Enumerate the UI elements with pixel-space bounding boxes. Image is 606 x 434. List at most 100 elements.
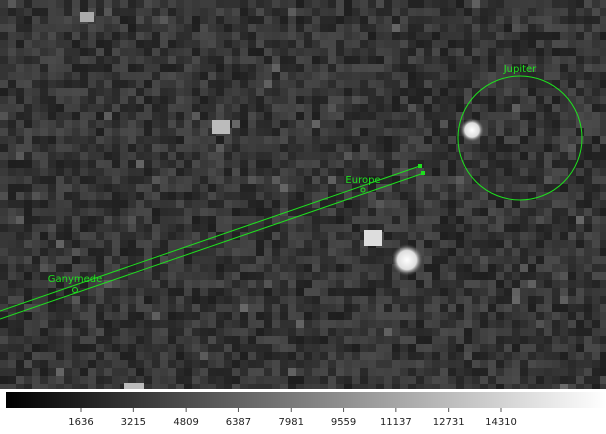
pixel <box>464 64 472 72</box>
pixel <box>512 184 520 192</box>
pixel <box>448 240 456 248</box>
pixel <box>560 256 568 264</box>
pixel <box>304 256 312 264</box>
pixel <box>128 0 136 8</box>
pixel <box>80 160 88 168</box>
pixel <box>416 88 424 96</box>
pixel <box>392 64 400 72</box>
pixel <box>40 240 48 248</box>
pixel <box>80 184 88 192</box>
pixel <box>280 88 288 96</box>
pixel <box>216 352 224 360</box>
pixel <box>472 8 480 16</box>
pixel <box>240 320 248 328</box>
pixel <box>504 328 512 336</box>
pixel <box>344 232 352 240</box>
pixel <box>288 88 296 96</box>
pixel <box>128 72 136 80</box>
pixel <box>8 8 16 16</box>
pixel <box>496 96 504 104</box>
pixel <box>288 160 296 168</box>
pixel <box>104 296 112 304</box>
pixel <box>520 264 528 272</box>
pixel <box>112 104 120 112</box>
pixel <box>528 88 536 96</box>
pixel <box>304 312 312 320</box>
pixel <box>560 368 568 376</box>
region-handle[interactable] <box>418 164 422 168</box>
pixel <box>496 24 504 32</box>
pixel <box>352 280 360 288</box>
pixel <box>40 104 48 112</box>
pixel <box>520 208 528 216</box>
pixel <box>144 336 152 344</box>
pixel <box>560 152 568 160</box>
pixel <box>256 256 264 264</box>
pixel <box>8 336 16 344</box>
pixel <box>312 256 320 264</box>
pixel <box>432 304 440 312</box>
pixel <box>360 120 368 128</box>
pixel <box>496 184 504 192</box>
pixel <box>128 216 136 224</box>
pixel <box>48 216 56 224</box>
pixel <box>288 8 296 16</box>
pixel <box>584 336 592 344</box>
pixel <box>536 352 544 360</box>
pixel <box>544 88 552 96</box>
pixel <box>240 8 248 16</box>
pixel <box>144 144 152 152</box>
pixel <box>64 136 72 144</box>
pixel <box>376 312 384 320</box>
pixel <box>272 368 280 376</box>
pixel <box>600 312 606 320</box>
pixel <box>408 120 416 128</box>
pixel <box>336 96 344 104</box>
pixel <box>568 328 576 336</box>
pixel <box>480 240 488 248</box>
pixel <box>96 152 104 160</box>
pixel <box>472 200 480 208</box>
pixel <box>560 72 568 80</box>
pixel <box>112 216 120 224</box>
pixel <box>160 368 168 376</box>
pixel <box>192 144 200 152</box>
pixel <box>272 248 280 256</box>
pixel <box>112 120 120 128</box>
pixel <box>576 8 584 16</box>
pixel <box>376 352 384 360</box>
pixel <box>528 0 536 8</box>
pixel <box>416 120 424 128</box>
pixel <box>200 88 208 96</box>
pixel <box>272 272 280 280</box>
pixel <box>416 208 424 216</box>
pixel <box>584 8 592 16</box>
pixel <box>440 112 448 120</box>
pixel <box>168 88 176 96</box>
pixel <box>464 352 472 360</box>
pixel <box>400 40 408 48</box>
pixel <box>360 64 368 72</box>
pixel <box>96 208 104 216</box>
pixel <box>24 152 32 160</box>
pixel <box>8 352 16 360</box>
pixel <box>432 288 440 296</box>
pixel <box>272 280 280 288</box>
pixel <box>512 264 520 272</box>
pixel <box>296 56 304 64</box>
pixel <box>8 136 16 144</box>
pixel <box>416 24 424 32</box>
pixel <box>136 232 144 240</box>
pixel <box>584 32 592 40</box>
pixel <box>344 344 352 352</box>
pixel <box>264 208 272 216</box>
pixel <box>360 112 368 120</box>
pixel <box>192 272 200 280</box>
pixel <box>224 32 232 40</box>
pixel <box>64 96 72 104</box>
region-handle[interactable] <box>421 171 425 175</box>
pixel <box>216 16 224 24</box>
pixel <box>432 184 440 192</box>
pixel <box>144 72 152 80</box>
pixel <box>144 312 152 320</box>
